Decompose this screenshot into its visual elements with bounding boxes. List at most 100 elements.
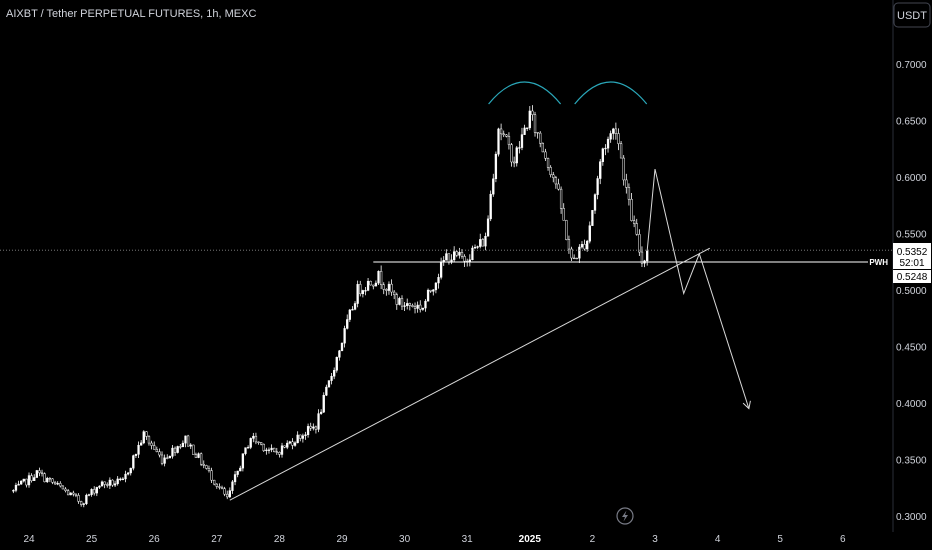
currency-button[interactable]: USDT [893, 2, 931, 28]
candle [359, 280, 362, 297]
candle [291, 438, 294, 450]
candle [583, 239, 586, 251]
candle [179, 444, 182, 450]
candle [166, 454, 169, 460]
candle [481, 238, 485, 247]
candle [572, 254, 576, 260]
candle [103, 481, 106, 489]
y-tick-label: 0.5000 [896, 286, 927, 297]
candle [270, 444, 273, 453]
candle [301, 433, 305, 443]
candle [288, 440, 291, 445]
chart-title: AIXBT / Tether PERPETUAL FUTURES, 1h, ME… [6, 8, 256, 20]
x-tick-label: 31 [462, 534, 474, 545]
candle [181, 440, 185, 448]
pwh-price-tag: 0.5248 [893, 270, 931, 283]
candle [30, 473, 33, 483]
candle [77, 493, 80, 504]
candle [113, 480, 117, 487]
candle [100, 480, 104, 487]
candle [163, 454, 166, 467]
candle [61, 485, 65, 490]
candle [541, 142, 544, 153]
candle [476, 245, 479, 249]
y-tick-label: 0.4500 [896, 343, 927, 354]
candle [385, 288, 388, 296]
trendline[interactable] [229, 247, 711, 501]
candle [231, 479, 234, 494]
candle [400, 295, 404, 310]
candle [121, 477, 125, 481]
candle [356, 280, 359, 308]
x-tick-label: 3 [652, 534, 658, 545]
candle [134, 453, 138, 459]
x-tick-label: 4 [715, 534, 721, 545]
candle [432, 289, 435, 296]
candle [421, 307, 425, 311]
x-tick-label: 28 [274, 534, 286, 545]
candle [119, 477, 122, 482]
y-tick-label: 0.5500 [896, 230, 927, 241]
candle [283, 445, 286, 449]
candle [387, 281, 391, 295]
candle [588, 221, 591, 244]
candle [419, 300, 422, 313]
candle [286, 440, 289, 450]
candle [218, 483, 221, 490]
candle [619, 140, 623, 159]
candle [393, 290, 396, 300]
candle [278, 451, 281, 458]
candle [202, 460, 205, 469]
candle [369, 280, 372, 286]
candle [95, 486, 98, 497]
candle [445, 249, 448, 261]
candle [335, 356, 338, 373]
lightning-icon[interactable] [616, 507, 634, 525]
pattern-arc[interactable] [574, 81, 648, 105]
candle [160, 451, 164, 466]
candle [377, 270, 380, 285]
candle [317, 409, 320, 433]
candle [249, 437, 252, 450]
candle [171, 445, 174, 459]
candle [479, 233, 482, 249]
y-tick-label: 0.3500 [896, 456, 927, 467]
candle [406, 298, 409, 310]
candle [580, 241, 584, 249]
pattern-arc[interactable] [488, 81, 562, 105]
candle [523, 124, 526, 136]
x-tick-label: 29 [336, 534, 348, 545]
x-tick-label: 27 [211, 534, 223, 545]
projection-path[interactable] [646, 168, 750, 409]
x-tick-label: 6 [840, 534, 846, 545]
candle [38, 467, 41, 477]
candlestick-series [12, 105, 649, 508]
candle [46, 476, 49, 483]
candle [578, 244, 581, 264]
candle [372, 284, 375, 290]
candle [609, 130, 612, 143]
candle [246, 445, 250, 449]
candle [33, 474, 36, 481]
candle [390, 279, 393, 296]
candle [499, 123, 503, 141]
candle [507, 132, 511, 150]
candle [379, 265, 383, 290]
candle [186, 434, 190, 447]
candle [241, 453, 245, 472]
candle [325, 384, 328, 397]
pwh-label: PWH [869, 258, 888, 267]
candle [434, 282, 438, 294]
candle [604, 144, 607, 156]
candle [340, 342, 344, 352]
candle [531, 105, 534, 121]
candle [591, 210, 594, 226]
candle [66, 489, 70, 496]
candle [87, 493, 91, 497]
candle [210, 467, 213, 483]
candle [111, 479, 114, 487]
candle [69, 492, 72, 496]
candle [116, 476, 119, 486]
